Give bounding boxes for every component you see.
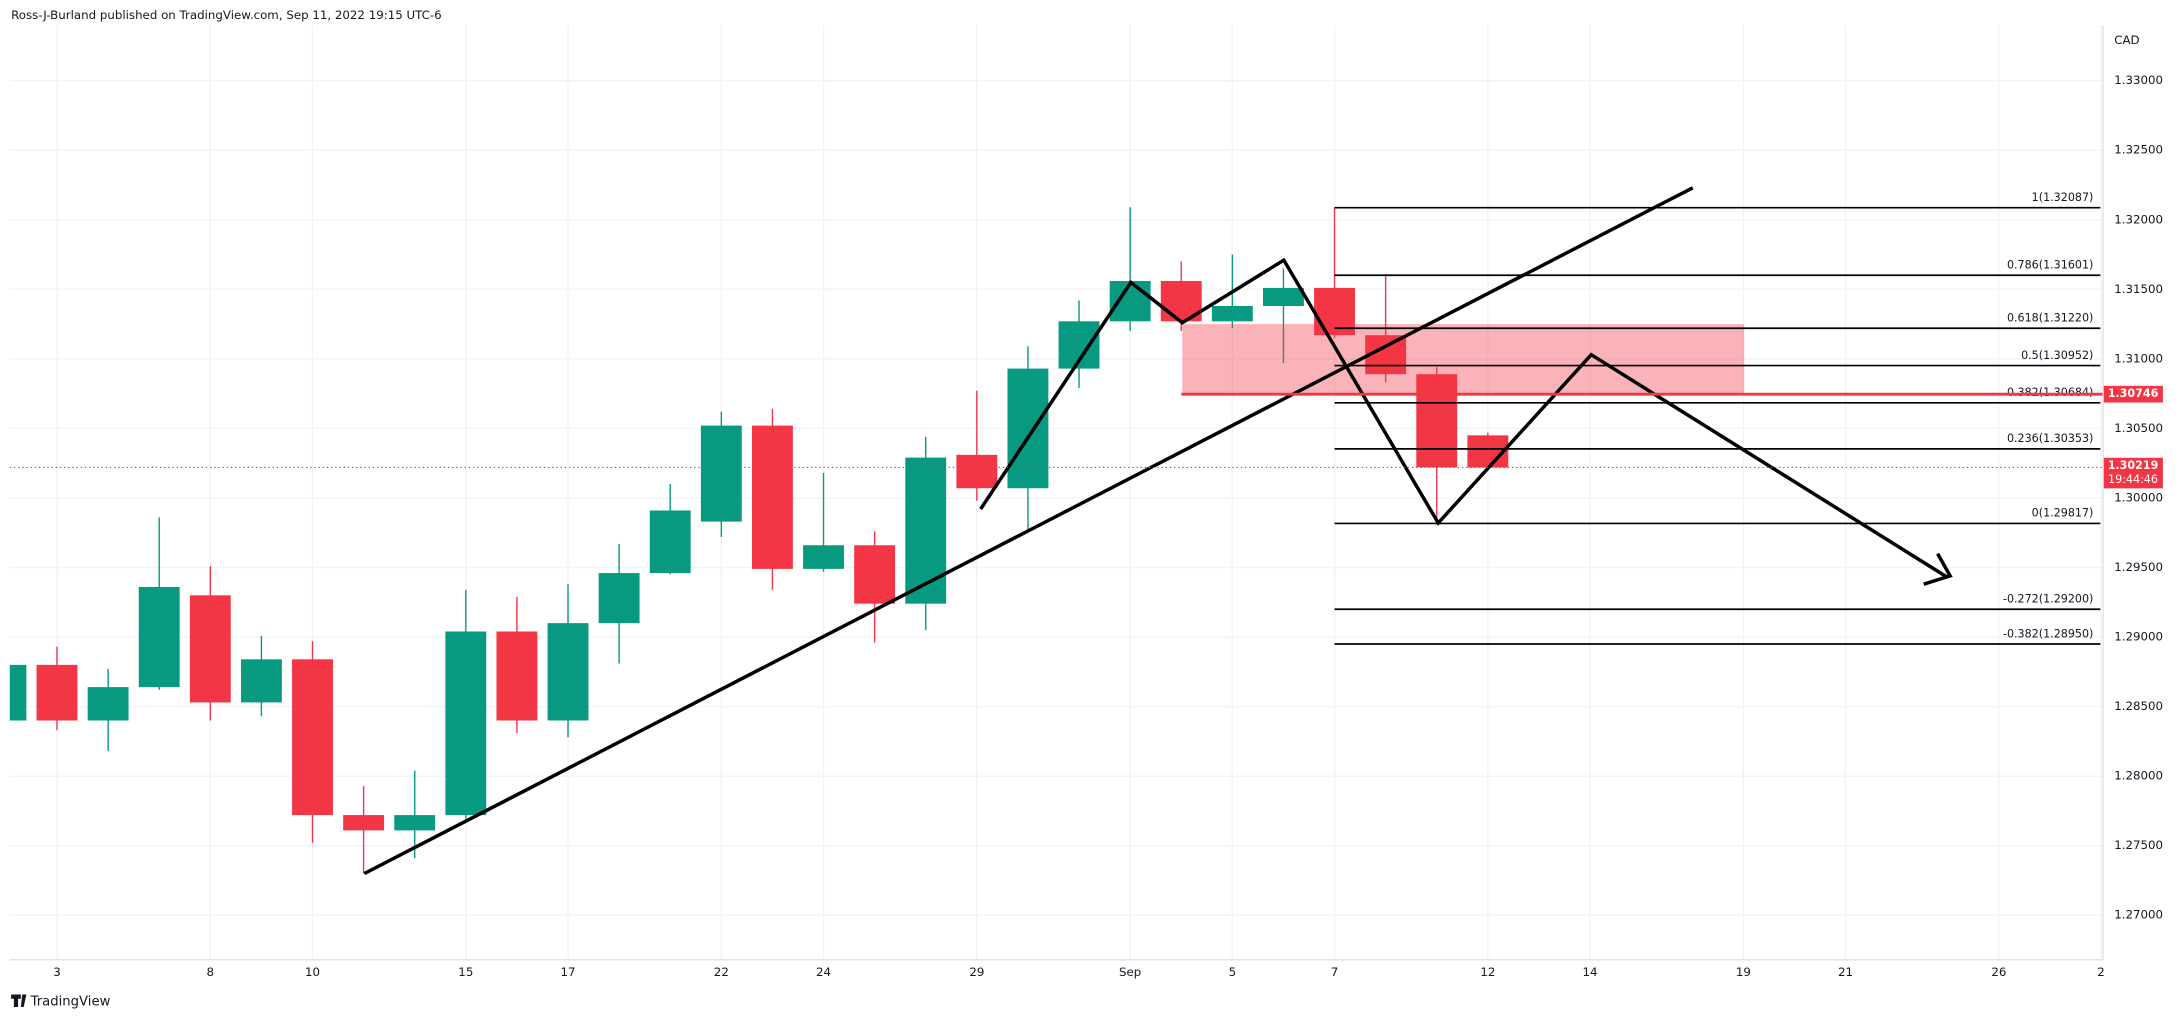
x-tick-label: 7 (1331, 965, 1339, 979)
arrow-head (1923, 552, 1953, 586)
fib-level-label: 0(1.29817) (2032, 507, 2094, 520)
candle-body (87, 687, 129, 721)
candle-body (36, 664, 78, 721)
candle-body (496, 631, 538, 721)
y-tick-label: 1.32000 (2114, 212, 2163, 226)
countdown-label: 19:44:46 (2108, 473, 2158, 486)
y-tick-label: 1.27000 (2114, 908, 2163, 922)
candle-body (292, 659, 333, 816)
fib-level-label: -0.382(1.28950) (2003, 627, 2093, 640)
overlay: 1(1.32087) 0.786(1.31601) 0.618(1.31220) 0.… (9, 191, 2163, 645)
publish-header: Ross-J-Burland published on TradingView.… (11, 8, 442, 22)
projection-path (979, 257, 1949, 579)
candle-body (445, 631, 487, 816)
x-tick-label: 29 (969, 965, 984, 979)
x-tick-label: 3 (53, 965, 61, 979)
x-tick-label: 5 (1229, 965, 1237, 979)
candle-body (956, 454, 998, 489)
brand-logo (11, 994, 27, 1008)
candle-body (1007, 368, 1049, 489)
y-tick-label: 1.31500 (2114, 282, 2163, 296)
candle-body (905, 457, 947, 604)
y-tick-label: 1.32500 (2114, 143, 2163, 157)
x-tick-label: 26 (1991, 965, 2006, 979)
last-price-label: 1.30219 (2108, 459, 2159, 472)
y-tick-label: 1.33000 (2114, 73, 2163, 87)
x-tick-label: 2 (2097, 965, 2105, 979)
trend-line (363, 186, 1694, 876)
candle-body (1109, 280, 1151, 322)
x-tick-label: Sep (1119, 965, 1141, 979)
candle-body (751, 425, 793, 569)
candle-body (9, 664, 27, 721)
last-price-box (2103, 457, 2163, 489)
fib-level-label: 0.5(1.30952) (2021, 349, 2093, 362)
x-tick-label: 15 (458, 965, 473, 979)
supply-zone (1182, 324, 1745, 394)
y-tick-label: 1.30000 (2114, 490, 2163, 504)
candle-body (598, 573, 640, 624)
candle-body (649, 510, 691, 574)
fib-level-label: 0.382(1.30684) (2007, 386, 2093, 399)
candle-body (1416, 374, 1458, 468)
y-tick-label: 1.28000 (2114, 769, 2163, 783)
candle-body (803, 545, 844, 569)
x-tick-label: 22 (714, 965, 729, 979)
candle-body (394, 815, 436, 831)
fib-level-label: 1(1.32087) (2032, 191, 2094, 204)
candle-body (343, 815, 385, 831)
x-tick-label: 19 (1736, 965, 1751, 979)
candle-body (1211, 306, 1253, 322)
drawings (363, 186, 1953, 876)
candle-body (1262, 287, 1304, 307)
x-tick-label: 8 (207, 965, 215, 979)
x-tick-label: 24 (816, 965, 831, 979)
y-tick-label: 1.29000 (2114, 630, 2163, 644)
level-tag-box (2103, 385, 2163, 403)
x-tick-label: 21 (1838, 965, 1853, 979)
candles (9, 207, 1509, 874)
y-tick-label: 1.29500 (2114, 560, 2163, 574)
fib-level-label: 0.618(1.31220) (2007, 312, 2093, 325)
y-tick-label: 1.30500 (2114, 421, 2163, 435)
currency-label: CAD (2114, 33, 2139, 47)
candle-body (547, 623, 589, 721)
candle-body (700, 425, 742, 522)
level-tag-label: 1.30746 (2108, 387, 2159, 400)
candle-body (240, 659, 282, 703)
x-tick-label: 10 (305, 965, 320, 979)
x-tick-label: 14 (1583, 965, 1598, 979)
candle-body (854, 545, 896, 604)
x-tick-label: 17 (561, 965, 576, 979)
candle-body (189, 595, 231, 703)
candle-body (138, 586, 180, 688)
brand-name: TradingView (30, 994, 111, 1009)
grid: 1.27000 1.27500 1.28000 1.28500 1.29000 1.295… (9, 25, 2163, 979)
fib-level-label: 0.236(1.30353) (2007, 432, 2093, 445)
y-tick-label: 1.28500 (2114, 699, 2163, 713)
fib-level-label: -0.272(1.29200) (2003, 592, 2093, 605)
candle-body (1314, 287, 1355, 336)
y-tick-label: 1.27500 (2114, 838, 2163, 852)
fib-level-label: 0.786(1.31601) (2007, 259, 2093, 272)
x-tick-label: 12 (1480, 965, 1495, 979)
y-tick-label: 1.31000 (2114, 351, 2163, 365)
